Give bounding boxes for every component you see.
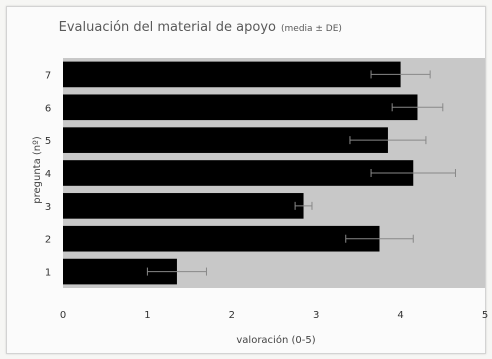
x-axis-label: valoración (0-5) [236, 334, 315, 346]
y-tick-label: 4 [45, 169, 51, 180]
bar-q2 [63, 225, 380, 252]
y-tick-label: 1 [45, 268, 51, 279]
error-bar-q6 [391, 103, 444, 112]
x-tick-label: 0 [60, 310, 66, 321]
y-tick-label: 3 [45, 202, 51, 213]
error-bar-q5 [349, 136, 427, 145]
bar-q4 [63, 160, 414, 186]
y-axis-label: pregunta (nº) [32, 136, 43, 204]
error-bar-q2 [345, 234, 414, 243]
error-bar-q3 [294, 201, 313, 210]
error-bar-q7 [370, 70, 431, 79]
bar-q6 [63, 94, 418, 121]
y-tick-label: 6 [45, 103, 51, 114]
error-bar-q1 [146, 267, 207, 276]
y-tick-label: 2 [45, 235, 51, 246]
x-tick-label: 1 [144, 310, 150, 321]
x-tick-label: 4 [397, 310, 403, 321]
error-bar-q4 [370, 169, 456, 177]
bar-q3 [63, 193, 304, 219]
bar-q7 [63, 61, 401, 88]
x-tick-label: 5 [482, 310, 488, 321]
y-tick-label: 5 [45, 136, 51, 147]
x-tick-label: 2 [229, 310, 235, 321]
chart-title: Evaluación del material de apoyo [59, 20, 276, 35]
x-tick-label: 3 [313, 310, 319, 321]
bar-q5 [63, 127, 388, 153]
y-tick-label: 7 [45, 70, 51, 81]
chart-subtitle: (media ± DE) [281, 24, 342, 34]
